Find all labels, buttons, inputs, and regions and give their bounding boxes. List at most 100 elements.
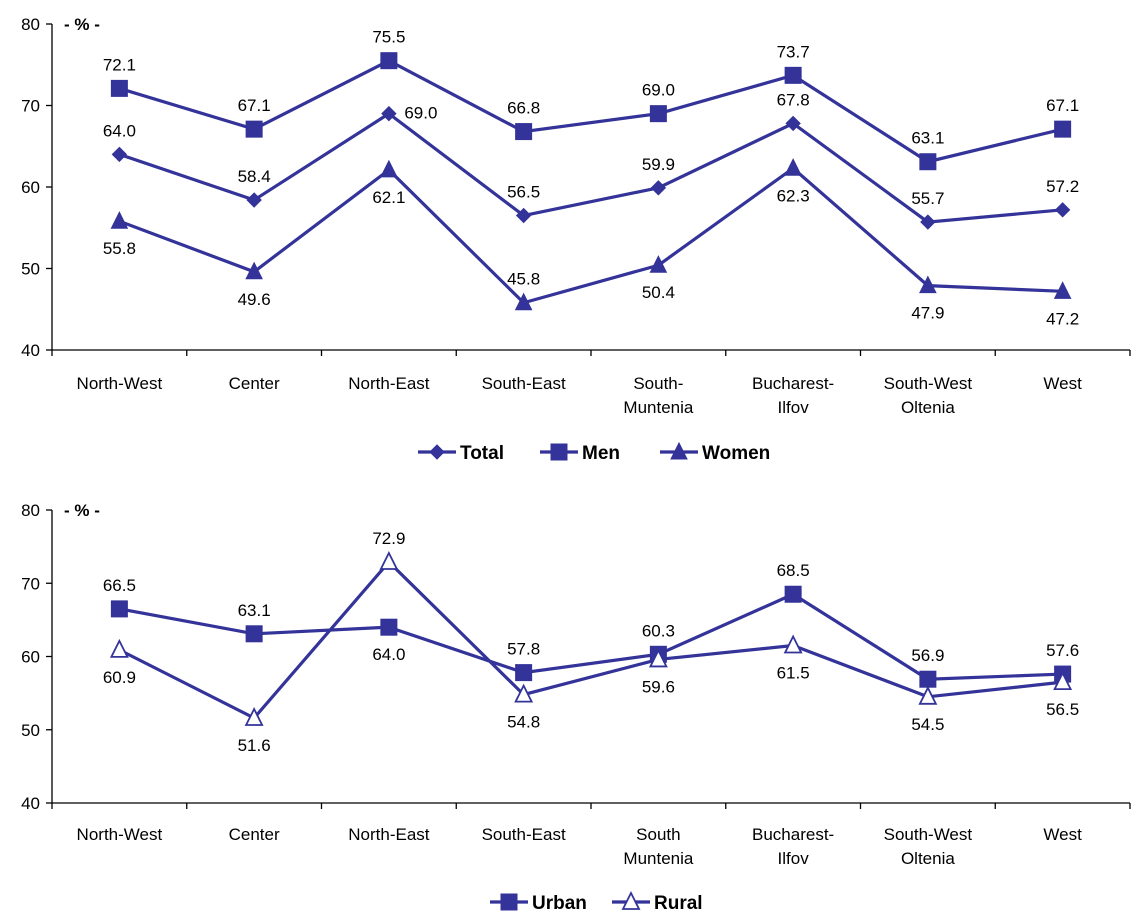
data-label: 59.9 [642,155,675,174]
legend-marker [621,890,641,910]
data-label: 60.3 [642,621,675,640]
data-point [110,211,129,229]
legend-entry-urban: Urban [490,893,587,913]
series-line [118,559,1063,721]
y-tick-label: 80 [21,15,40,34]
data-label: 72.1 [103,55,136,74]
y-tick-label: 80 [21,501,40,520]
category-label: North-East [348,825,430,844]
data-point [111,146,128,163]
data-point [514,292,533,311]
y-tick-label: 40 [21,794,40,813]
category-label: Ilfov [778,398,810,417]
y-tick-label: 50 [21,721,40,740]
data-point [785,115,801,132]
data-label: 67.8 [777,90,810,109]
series-line [118,111,1063,224]
data-point [246,192,262,208]
series-men: 72.1 67.1 75.5 66.8 69.0 73.7 63.1 67.1 [103,28,1079,171]
data-point [784,585,802,603]
data-label: 56.5 [507,183,540,202]
series-line [118,166,1063,305]
unit-label: - % - [64,501,100,520]
data-label: 59.6 [642,677,675,696]
series-total: 64.0 58.4 69.0 56.5 59.9 67.8 55.7 57.2 [103,90,1079,230]
y-tick-label: 50 [21,260,40,279]
data-label: 47.9 [911,304,944,323]
data-point [515,123,533,141]
data-label: 75.5 [372,28,405,47]
y-tick-label: 40 [21,341,40,360]
y-tick-label: 70 [21,97,40,116]
data-label: 49.6 [238,290,271,309]
data-point [1054,202,1071,218]
data-label: 56.5 [1046,700,1079,719]
category-label: South- [633,374,683,393]
data-point [920,214,936,230]
category-label: South-East [482,825,566,844]
category-label: Ilfov [778,849,810,868]
data-point [919,153,937,171]
data-label: 68.5 [777,561,810,580]
data-label: 60.9 [103,668,136,687]
series-rural: 60.9 51.6 72.9 54.8 59.6 61.5 54.5 56.5 [103,529,1079,755]
data-label: 72.9 [372,529,405,548]
data-label: 55.7 [911,189,944,208]
data-label: 62.1 [372,188,405,207]
data-label: 61.5 [777,664,810,683]
data-label: 62.3 [777,186,810,205]
legend-label: Total [460,443,504,464]
legend-marker [500,893,518,911]
data-point [784,66,802,84]
data-point [380,159,398,178]
data-point [1054,120,1072,138]
data-label: 64.0 [103,121,136,140]
data-point [380,618,398,636]
legend-marker [429,444,445,460]
data-point [649,255,668,273]
data-point [919,670,937,688]
data-point [515,664,533,682]
data-label: 54.5 [911,715,944,734]
data-point [784,158,802,176]
series-line [119,592,1063,681]
category-label: North-West [77,374,163,393]
data-point [783,634,803,654]
data-point [245,120,263,138]
data-point [514,683,534,703]
data-point [380,52,398,70]
category-label: Oltenia [901,398,955,417]
data-point [650,180,667,196]
category-label: South-East [482,374,566,393]
legend-marker [670,441,688,460]
y-tick-label: 60 [21,178,40,197]
data-point [109,638,129,658]
legend-entry-men: Men [540,443,620,464]
data-label: 50.4 [642,283,675,302]
data-label: 51.6 [238,736,271,755]
data-label: 57.6 [1046,641,1079,660]
legend-label: Urban [532,893,587,913]
legend-entry-total: Total [418,443,504,464]
legend-entry-rural: Rural [612,890,703,913]
data-label: 63.1 [238,601,271,620]
data-label: 69.0 [642,81,675,100]
legend-label: Men [582,443,620,464]
data-point [245,625,263,643]
data-label: 47.2 [1046,309,1079,328]
category-label: Muntenia [623,398,693,417]
data-label: 67.1 [1046,96,1079,115]
category-label: South [636,825,680,844]
category-label: West [1043,825,1082,844]
data-label: 45.8 [507,270,540,289]
data-point [244,707,264,726]
category-label: Oltenia [901,849,955,868]
series-urban: 66.5 63.1 64.0 57.8 60.3 68.5 56.9 57.6 [103,561,1079,688]
data-label: 58.4 [238,167,271,186]
data-point [919,275,937,294]
category-label: South-West [884,374,973,393]
category-label: North-East [348,374,430,393]
data-point [515,207,532,224]
data-label: 55.8 [103,239,136,258]
data-point [379,550,399,570]
